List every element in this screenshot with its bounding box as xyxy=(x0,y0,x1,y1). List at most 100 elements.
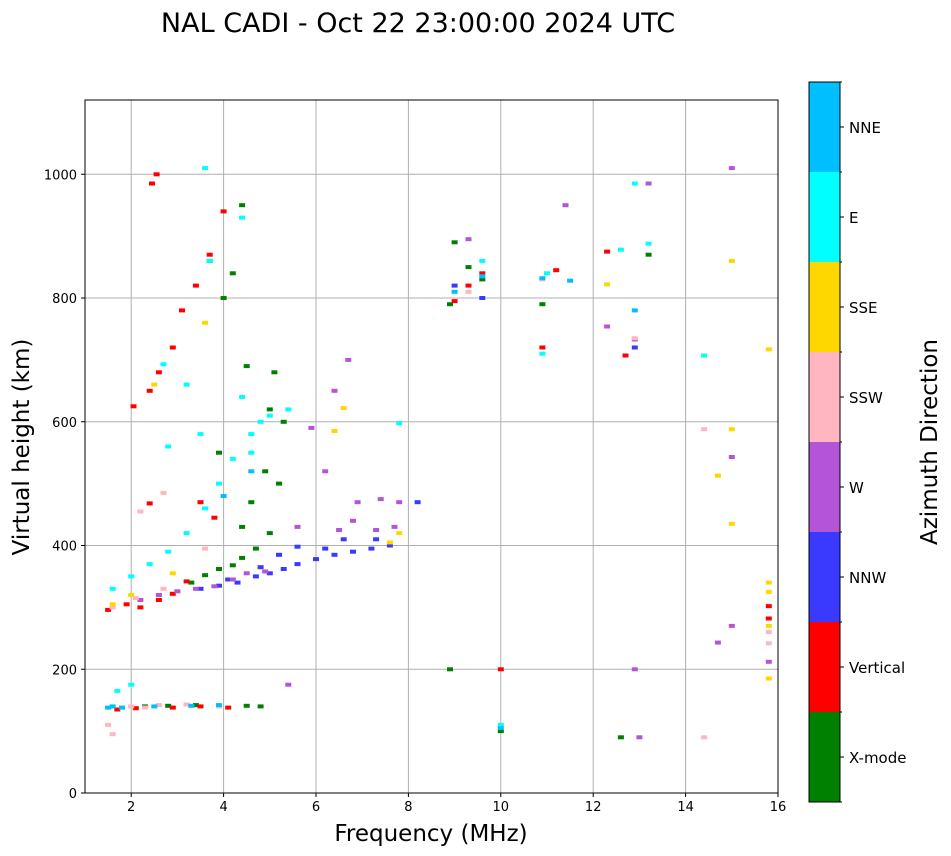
data-point xyxy=(539,345,546,350)
y-tick-label: 1000 xyxy=(44,168,77,183)
data-point xyxy=(137,509,144,514)
data-point xyxy=(728,166,735,171)
colorbar-tick-label: E xyxy=(849,209,858,227)
data-point xyxy=(257,565,264,570)
data-point xyxy=(539,276,546,281)
series-nnw xyxy=(197,283,638,591)
series-vertical xyxy=(105,172,772,712)
data-point xyxy=(479,277,486,282)
data-point xyxy=(465,265,472,270)
data-point xyxy=(631,336,638,341)
data-point xyxy=(313,557,319,562)
data-point xyxy=(183,579,190,584)
data-point xyxy=(160,490,167,495)
data-point xyxy=(149,181,155,186)
series-e xyxy=(109,166,708,727)
data-point xyxy=(248,469,255,474)
data-points xyxy=(105,166,772,740)
data-point xyxy=(373,537,380,542)
data-point xyxy=(728,258,735,263)
data-point xyxy=(567,278,574,283)
data-point xyxy=(262,469,269,474)
x-axis-ticks: 2 4 6 8 10 12 14 16 xyxy=(127,793,786,815)
colorbar-segment xyxy=(809,262,840,352)
data-point xyxy=(447,302,453,307)
data-point xyxy=(225,577,232,582)
x-tick-label: 4 xyxy=(219,800,227,815)
data-point xyxy=(497,729,504,734)
data-point xyxy=(631,667,638,672)
data-point xyxy=(169,571,176,576)
data-point xyxy=(165,444,172,449)
data-point xyxy=(109,605,116,610)
data-point xyxy=(105,705,112,710)
data-point xyxy=(479,258,486,263)
data-point xyxy=(340,406,347,411)
colorbar-segment xyxy=(809,622,840,712)
data-point xyxy=(229,563,236,568)
plot-frame xyxy=(84,99,779,794)
data-point xyxy=(229,456,236,461)
data-point xyxy=(765,659,772,664)
series-nne xyxy=(105,274,638,730)
x-tick-label: 12 xyxy=(585,800,602,815)
data-point xyxy=(109,586,116,591)
data-point xyxy=(192,703,199,708)
data-point xyxy=(137,605,144,610)
colorbar-tick-label: SSE xyxy=(849,299,878,317)
data-point xyxy=(701,353,708,358)
data-point xyxy=(234,580,241,585)
data-point xyxy=(169,591,176,596)
data-point xyxy=(146,501,153,506)
data-point xyxy=(188,703,195,708)
data-point xyxy=(169,345,176,350)
data-point xyxy=(239,203,246,208)
data-point xyxy=(243,364,250,369)
data-point xyxy=(451,289,458,294)
data-point xyxy=(465,289,472,294)
data-point xyxy=(294,524,301,529)
data-point xyxy=(645,252,652,257)
data-point xyxy=(765,580,772,585)
data-point xyxy=(160,362,167,367)
data-point xyxy=(252,574,259,579)
data-point xyxy=(728,521,735,526)
data-point xyxy=(765,641,772,646)
data-point xyxy=(539,351,546,356)
data-point xyxy=(105,607,112,612)
y-tick-label: 800 xyxy=(52,292,77,307)
data-point xyxy=(331,429,338,433)
data-point xyxy=(368,546,375,551)
data-point xyxy=(386,540,393,545)
data-point xyxy=(183,531,190,536)
data-point xyxy=(414,500,421,505)
data-point xyxy=(220,494,227,498)
data-point xyxy=(447,667,453,672)
colorbar-segment xyxy=(809,532,840,622)
colorbar-segment xyxy=(809,82,840,172)
data-point xyxy=(373,528,380,532)
data-point xyxy=(165,549,172,554)
data-point xyxy=(350,549,356,554)
data-point xyxy=(354,500,361,505)
data-point xyxy=(257,419,264,424)
data-point xyxy=(229,577,236,582)
data-point xyxy=(266,413,273,418)
data-point xyxy=(109,602,116,607)
data-point xyxy=(216,450,222,455)
data-point xyxy=(151,382,158,387)
grid-lines xyxy=(85,100,779,794)
data-point xyxy=(396,421,403,425)
colorbar-segment xyxy=(809,712,840,802)
data-point xyxy=(322,546,329,551)
data-point xyxy=(391,524,398,529)
colorbar-segment xyxy=(809,352,840,442)
data-point xyxy=(285,407,292,412)
data-point xyxy=(604,282,611,287)
data-point xyxy=(202,546,209,551)
data-point xyxy=(197,704,204,709)
y-tick-label: 400 xyxy=(52,540,77,555)
plot-area: 2 4 6 8 10 12 14 16 0 200 400 600 800 1000 xyxy=(44,99,786,815)
data-point xyxy=(340,537,347,542)
